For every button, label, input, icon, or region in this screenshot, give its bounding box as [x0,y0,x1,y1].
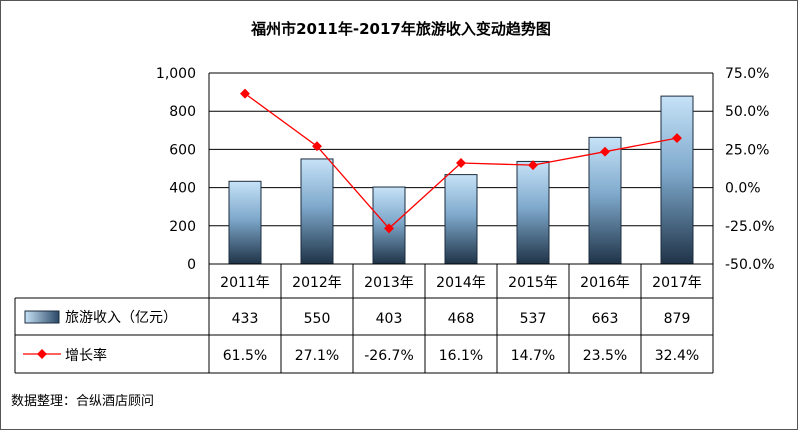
revenue-value: 403 [376,311,403,327]
growth-rate-point [672,133,682,144]
chart-title: 福州市2011年-2017年旅游收入变动趋势图 [250,20,551,38]
bar-2012年 [300,158,334,265]
revenue-value: 433 [232,311,259,327]
growth-rate-point [384,223,394,234]
right-tick-label: -50.0% [725,257,775,273]
revenue-value: 550 [304,311,331,327]
gridlines [208,72,714,264]
growth-value: 32.4% [655,348,699,364]
legend-line-marker [37,349,47,359]
data-table: 2011年 2012年 2013年 2014年 2015年 2016年 2017年旅游收入（… [14,263,714,374]
growth-value: 16.1% [439,348,483,364]
growth-rate-point [240,88,250,99]
left-tick-label: 400 [169,181,196,197]
growth-rate-point [600,146,610,157]
revenue-value: 468 [448,311,475,327]
bar-series [228,95,694,265]
legend-bar-swatch [24,310,60,324]
revenue-value: 537 [520,311,547,327]
bar-2011年 [228,180,262,265]
category-label: 2017年 [652,275,702,291]
left-tick-label: 800 [169,104,196,120]
category-label: 2016年 [580,275,630,291]
legend-bar-label: 旅游收入（亿元） [65,310,177,326]
right-tick-label: 0.0% [725,181,761,197]
category-label: 2014年 [436,275,486,291]
growth-value: -26.7% [364,348,414,364]
left-tick-label: 600 [169,142,196,158]
growth-rate-point [456,158,466,168]
right-tick-label: 50.0% [725,104,769,120]
right-tick-label: -25.0% [725,219,775,235]
left-tick-label: 1,000 [156,66,196,82]
right-tick-label: 25.0% [725,142,769,158]
growth-rate-point [528,160,538,171]
category-label: 2012年 [292,275,342,291]
growth-value: 14.7% [511,348,555,364]
category-label: 2011年 [220,275,270,291]
category-label: 2013年 [364,275,414,291]
growth-rate-point [312,141,322,152]
bar-2015年 [516,160,550,265]
right-tick-label: 75.0% [725,66,769,82]
left-tick-label: 0 [187,257,196,273]
revenue-value: 663 [592,311,619,327]
growth-value: 27.1% [295,348,339,364]
revenue-value: 879 [664,311,691,327]
growth-value: 61.5% [223,348,267,364]
line-series [240,88,682,234]
legend-line-label: 增长率 [65,347,107,364]
bar-2017年 [660,95,694,265]
bar-2016年 [588,136,622,265]
left-axis-ticks: 0 200 400 600 800 1,000 [156,66,196,273]
left-tick-label: 200 [169,219,196,235]
category-label: 2015年 [508,275,558,291]
growth-value: 23.5% [583,348,627,364]
bar-2014年 [444,174,478,265]
right-axis-ticks: -50.0% -25.0% 0.0% 25.0% 50.0% 75.0% [725,66,775,273]
source-note: 数据整理：合纵酒店顾问 [11,394,154,409]
